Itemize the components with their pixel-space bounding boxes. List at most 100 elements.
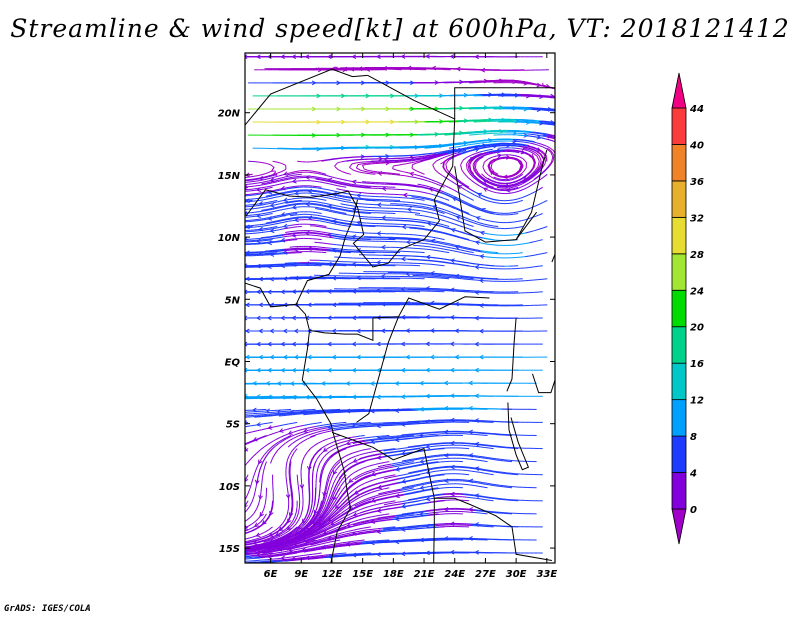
streamline-segment (527, 131, 533, 133)
streamline-segment (350, 183, 355, 186)
streamline-segment (330, 232, 335, 235)
streamline-segment (462, 144, 467, 147)
streamline-segment (360, 186, 365, 189)
streamline-segment (263, 229, 269, 231)
streamline-segment (334, 233, 340, 236)
streamline-segment (527, 83, 532, 85)
streamline-segment (520, 141, 526, 143)
streamline-segment (312, 214, 318, 216)
streamline-segment (417, 195, 422, 198)
streamline-segment (458, 142, 463, 145)
streamline-segment (533, 143, 539, 146)
streamline-segment (315, 206, 320, 209)
streamline-segment (413, 156, 419, 158)
streamline-segment (495, 202, 501, 204)
streamline-segment (326, 159, 331, 161)
streamline-segment (556, 142, 560, 144)
streamline-arrow (512, 138, 518, 144)
streamline-segment (512, 221, 517, 223)
streamline-segment (539, 160, 542, 167)
streamline-segment (497, 184, 503, 186)
streamline-segment (257, 207, 262, 209)
streamline-segment (527, 173, 532, 178)
streamline-segment (263, 227, 269, 230)
streamline-segment (297, 160, 302, 163)
streamline-segment (422, 155, 428, 157)
streamline-segment (312, 186, 318, 189)
streamline-segment (538, 155, 542, 162)
streamline-segment (442, 145, 448, 148)
streamline-segment (366, 172, 372, 175)
streamline-segment (350, 210, 355, 212)
streamline-segment (314, 190, 320, 192)
streamline-segment (259, 229, 264, 232)
streamline-segment (471, 143, 476, 145)
streamline-segment (357, 181, 362, 184)
streamline-segment (491, 226, 496, 229)
streamline-segment (346, 159, 351, 162)
streamline-segment (415, 212, 421, 214)
streamline-segment (361, 172, 367, 174)
streamline-segment (288, 190, 293, 193)
streamline-segment (261, 218, 267, 221)
streamline-segment (559, 140, 561, 141)
streamline-segment (373, 170, 378, 173)
streamline-segment (426, 235, 432, 238)
streamline-segment (308, 170, 314, 172)
streamline-segment (437, 146, 443, 148)
streamline-segment (355, 186, 361, 188)
streamline-segment (259, 223, 264, 226)
streamline-segment (292, 203, 297, 205)
streamline-segment (522, 147, 528, 150)
streamline-segment (257, 187, 262, 189)
streamline-segment (410, 158, 415, 161)
streamline-segment (312, 211, 318, 214)
streamline-segment (414, 214, 420, 216)
streamline-segment (314, 225, 320, 228)
streamline-segment (288, 193, 293, 196)
streamline-segment (550, 134, 555, 137)
streamline-segment (531, 133, 537, 136)
streamline-segment (552, 155, 555, 161)
streamline-segment (346, 199, 351, 201)
streamline-segment (259, 188, 264, 191)
streamline-segment (290, 187, 295, 189)
streamline-segment (314, 176, 320, 178)
streamline-segment (508, 199, 514, 201)
streamline-segment (527, 133, 533, 135)
streamline-segment (314, 216, 320, 219)
streamline-segment (410, 211, 416, 214)
streamline-segment (252, 207, 258, 210)
streamline-segment (352, 198, 358, 200)
streamline-segment (494, 212, 500, 214)
streamline-segment (290, 177, 295, 180)
streamline-segment (489, 224, 494, 227)
streamline-segment (469, 141, 474, 144)
streamline-segment (317, 224, 322, 227)
streamline-segment (252, 220, 258, 222)
streamline-segment (252, 194, 258, 196)
streamline-segment (350, 214, 356, 217)
streamline-segment (265, 238, 271, 240)
streamline-segment (489, 233, 495, 236)
streamline-segment (516, 80, 522, 82)
streamline-segment (315, 178, 321, 181)
streamline-segment (265, 236, 270, 238)
streamline-segment (252, 226, 258, 228)
streamline-segment (245, 176, 250, 178)
streamline-segment (272, 240, 277, 243)
streamline-segment (250, 215, 255, 218)
streamline-segment (354, 191, 359, 193)
streamline-segment (415, 224, 421, 227)
streamline-segment (252, 182, 258, 185)
streamline-segment (250, 211, 255, 214)
streamline-segment (545, 122, 551, 124)
streamline-segment (351, 185, 356, 188)
streamline-segment (409, 189, 415, 192)
streamline-segment (554, 122, 555, 123)
streamline-segment (310, 175, 316, 178)
streamline-segment (362, 162, 367, 165)
streamline-segment (531, 175, 536, 179)
streamline-segment (410, 202, 416, 204)
streamline-segment (417, 205, 422, 207)
